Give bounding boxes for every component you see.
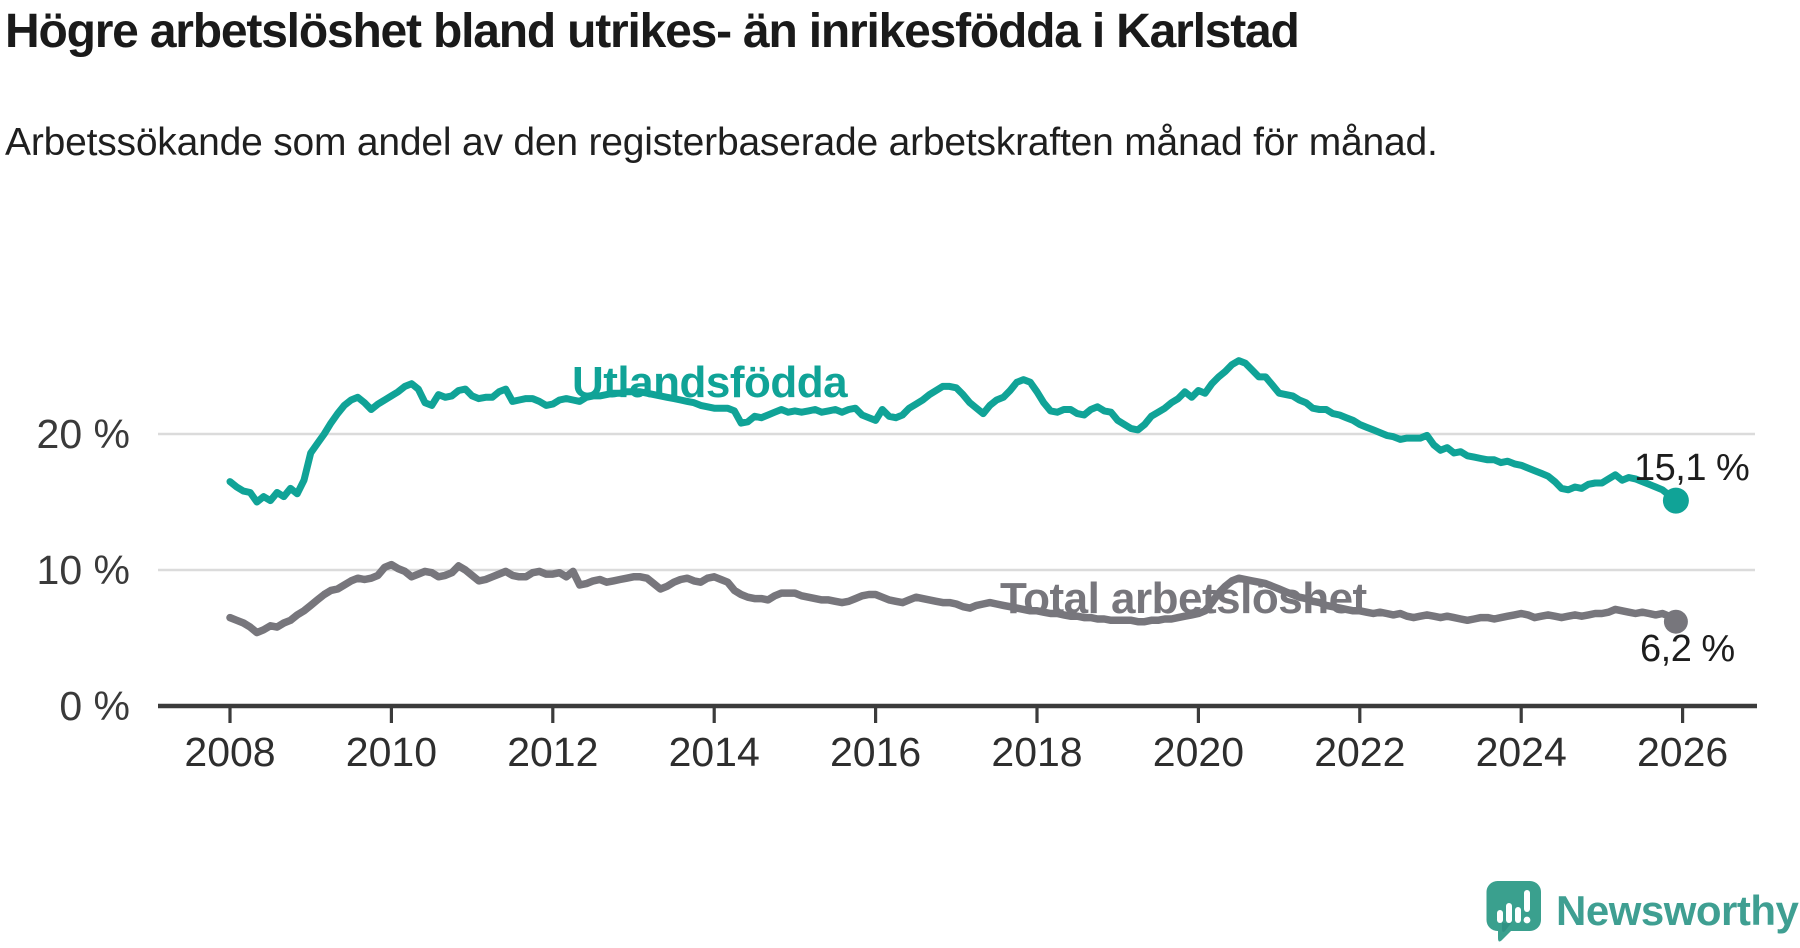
x-tick-label-2016: 2016	[830, 729, 921, 775]
series-label-utlandsfodda: Utlandsfödda	[572, 358, 848, 407]
chart-subtitle: Arbetssökande som andel av den registerb…	[5, 121, 1438, 164]
logo-exclamation-bar	[1524, 890, 1530, 912]
end-value-label-utlandsfodda: 15,1 %	[1634, 447, 1750, 489]
end-value-label-total-arbetsloshet: 6,2 %	[1640, 628, 1735, 670]
newsworthy-brand: Newsworthy	[1486, 880, 1799, 942]
logo-exclamation-dot	[1523, 916, 1531, 924]
y-tick-label-10: 10 %	[37, 547, 130, 593]
logo-bar-3	[1515, 907, 1521, 923]
x-tick-label-2024: 2024	[1476, 729, 1567, 775]
series-label-total-arbetsloshet: Total arbetslöshet	[1000, 574, 1367, 623]
x-tick-label-2018: 2018	[991, 729, 1082, 775]
x-tick-label-2014: 2014	[669, 729, 760, 775]
series-end-dot-total-arbetsloshet	[1663, 609, 1688, 634]
x-tick-label-2008: 2008	[184, 729, 275, 775]
x-tick-label-2012: 2012	[507, 729, 598, 775]
x-tick-label-2026: 2026	[1637, 729, 1728, 775]
y-tick-label-20: 20 %	[37, 411, 130, 457]
series-end-dot-utlandsfodda	[1662, 487, 1689, 514]
series-line-utlandsfodda	[226, 357, 1680, 506]
series-line-total-arbetsloshet	[226, 560, 1680, 637]
brand-wordmark: Newsworthy	[1556, 887, 1799, 934]
newsworthy-logo-icon	[1486, 881, 1541, 942]
logo-bar-2	[1506, 903, 1512, 923]
x-tick-label-2020: 2020	[1153, 729, 1244, 775]
logo-bar-1	[1497, 910, 1503, 923]
bubble-tail-shade	[1496, 918, 1512, 933]
page-title: Högre arbetslöshet bland utrikes- än inr…	[5, 5, 1300, 58]
y-tick-label-0: 0 %	[59, 683, 130, 729]
x-tick-label-2022: 2022	[1314, 729, 1405, 775]
x-tick-label-2010: 2010	[346, 729, 437, 775]
speech-bubble-shape	[1486, 881, 1541, 942]
